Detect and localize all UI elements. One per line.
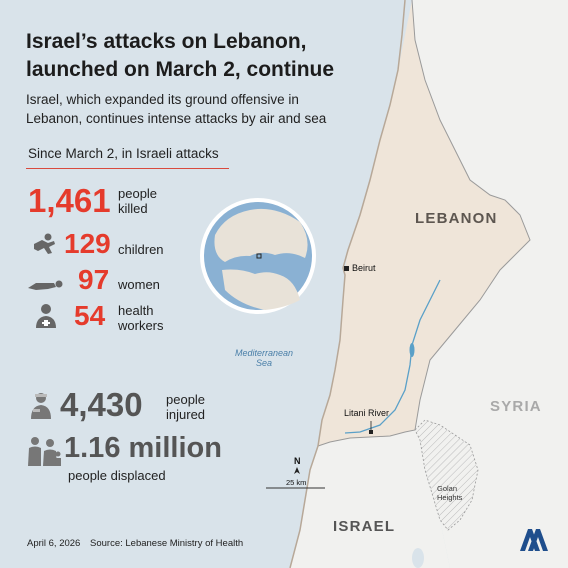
footer-source: Source: Lebanese Ministry of Health: [90, 538, 244, 549]
title-line-1: Israel’s attacks on Lebanon,: [26, 30, 307, 53]
displaced-family-icon: [28, 437, 61, 466]
israel-label: ISRAEL: [333, 518, 396, 535]
killed-label: people killed: [118, 186, 158, 216]
title-line-2: launched on March 2, continue: [26, 58, 335, 81]
displaced-label: people displaced: [68, 468, 166, 483]
lebanon-label: LEBANON: [415, 210, 498, 227]
displaced-value: 1.16 million: [64, 432, 222, 464]
killed-value: 1,461: [28, 182, 111, 219]
litani-label: Litani River: [344, 408, 390, 418]
beirut-label: Beirut: [352, 263, 376, 273]
children-label: children: [118, 242, 164, 257]
golan-label: Golan Heights: [437, 484, 463, 502]
women-label: women: [118, 277, 160, 292]
health-workers-value: 54: [74, 300, 106, 331]
litani-river: [344, 279, 441, 434]
injured-label: people injured: [166, 392, 206, 422]
sea-label: Mediterranean Sea: [234, 348, 294, 368]
subtitle: Israel, which expanded its ground offens…: [26, 92, 327, 126]
injured-value: 4,430: [60, 386, 143, 423]
heading-divider: [26, 168, 229, 169]
qaraoun-lake: [409, 343, 415, 357]
health-worker-icon: [36, 304, 56, 328]
injured-person-icon: [31, 393, 51, 419]
north-label: N: [294, 456, 301, 466]
women-value: 97: [78, 264, 110, 295]
golan-heights-area: [414, 419, 479, 531]
north-arrow-icon: [294, 467, 300, 474]
children-value: 129: [64, 228, 111, 259]
scale-label: 25 km: [286, 478, 307, 487]
woman-figure-icon: [28, 280, 63, 290]
lebanon-border: [317, 0, 531, 447]
lebanon-land: [318, 0, 530, 446]
israel-land: [290, 430, 450, 568]
page-title: Israel’s attacks on Lebanon, launched on…: [26, 28, 334, 84]
stats-heading: Since March 2, in Israeli attacks: [28, 146, 219, 161]
syria-label: SYRIA: [490, 398, 542, 415]
child-figure-icon: [34, 233, 55, 254]
footer-date: April 6, 2026: [27, 538, 81, 549]
health-workers-label: health workers: [118, 303, 164, 333]
aa-logo-icon: [520, 529, 548, 551]
beirut-marker: [344, 266, 349, 271]
globe-inset: [200, 198, 316, 314]
coastline: [289, 0, 406, 568]
